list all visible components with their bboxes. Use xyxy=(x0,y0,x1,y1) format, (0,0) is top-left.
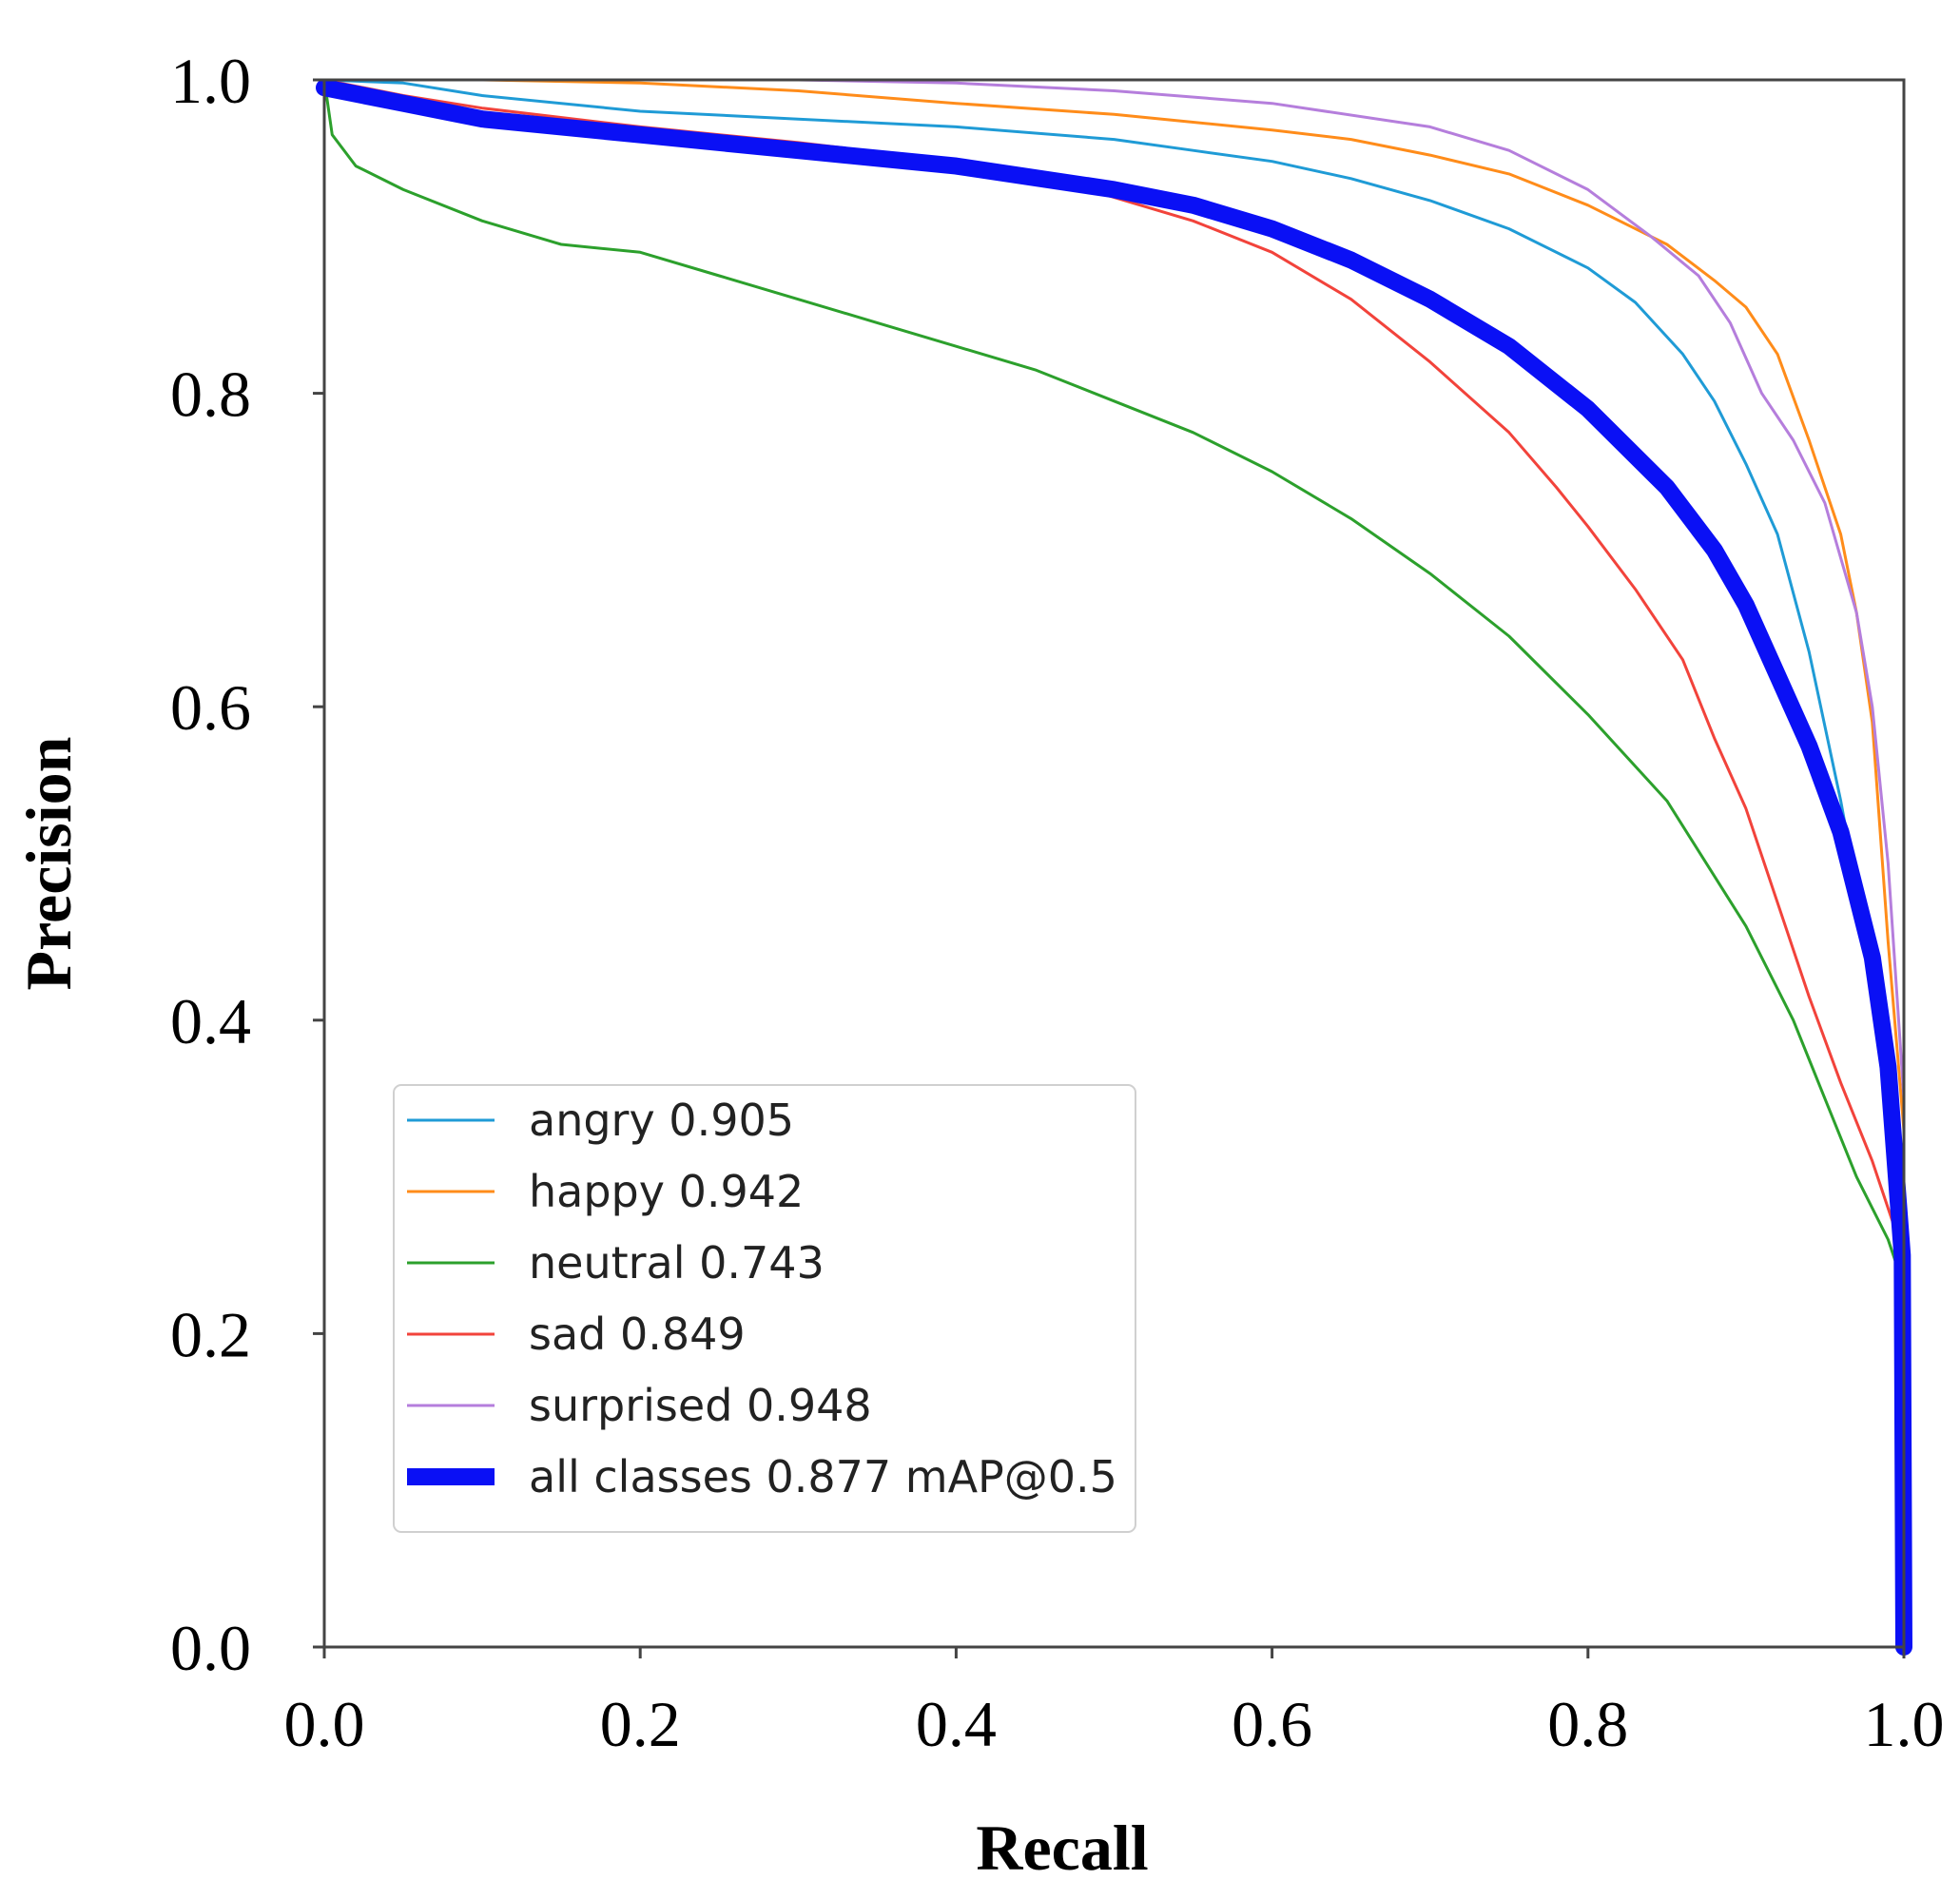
legend-items: angry 0.905 happy 0.942 neutral 0.743 sad 0… xyxy=(407,1095,1117,1502)
series-line-angry xyxy=(322,78,1906,1179)
x-tick-label: 0.4 xyxy=(916,1688,997,1760)
legend-label-surprised: surprised 0.948 xyxy=(529,1380,872,1431)
legend-label-angry: angry 0.905 xyxy=(529,1095,794,1146)
plot-frame xyxy=(322,78,1906,1649)
y-axis-title: Precision xyxy=(12,737,85,991)
legend-label-neutral: neutral 0.743 xyxy=(529,1237,825,1289)
legend: angry 0.905 happy 0.942 neutral 0.743 sad 0… xyxy=(393,1084,1136,1533)
x-axis-title: Recall xyxy=(976,1812,1148,1880)
series-line-surprised xyxy=(322,78,1906,1100)
legend-label-happy: happy 0.942 xyxy=(529,1166,804,1217)
y-tick-label: 0.6 xyxy=(170,671,251,744)
y-tick-label: 0.4 xyxy=(170,985,251,1057)
x-tick-label: 0.6 xyxy=(1232,1688,1312,1760)
series-line-sad xyxy=(322,78,1906,1257)
y-tick-label: 0.8 xyxy=(170,359,251,431)
series-line-happy xyxy=(322,78,1906,1132)
series-line-all xyxy=(316,79,1912,1656)
y-tick-label: 0.0 xyxy=(170,1612,251,1684)
x-tick-label: 0.0 xyxy=(284,1688,365,1760)
x-tick-label: 0.2 xyxy=(600,1688,681,1760)
y-tick-label: 1.0 xyxy=(170,45,251,117)
legend-label-sad: sad 0.849 xyxy=(529,1308,746,1360)
legend-box xyxy=(393,1084,1136,1533)
ticks-layer: 0.0 0.2 0.4 0.6 0.8 1.0 0.0 0.2 0.4 0.6 0.8 1.0 xyxy=(170,45,1945,1760)
y-tick-label: 0.2 xyxy=(170,1298,251,1370)
x-tick-label: 0.8 xyxy=(1547,1688,1628,1760)
legend-label-all: all classes 0.877 mAP@0.5 xyxy=(529,1451,1117,1502)
series-line-neutral xyxy=(322,78,1906,1289)
x-tick-label: 1.0 xyxy=(1864,1688,1945,1760)
